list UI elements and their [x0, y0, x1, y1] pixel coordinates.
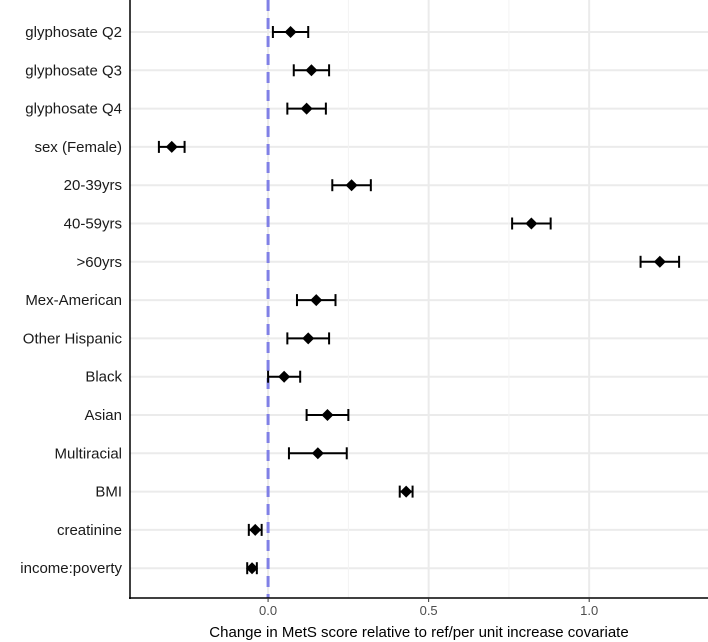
estimate-point — [284, 26, 297, 38]
estimate-point — [246, 562, 259, 575]
estimate-point — [165, 140, 178, 153]
estimate-point — [345, 179, 358, 192]
estimate-point — [321, 409, 334, 421]
error-bars-layer — [157, 26, 681, 575]
axes-layer — [129, 0, 708, 602]
estimate-point — [653, 255, 666, 268]
y-tick-label: Multiracial — [54, 445, 122, 462]
y-tick-label: glyphosate Q2 — [25, 24, 122, 41]
x-tick-label: 0.0 — [259, 603, 277, 618]
x-axis-title: Change in MetS score relative to ref/per… — [209, 624, 628, 641]
y-tick-label: Black — [85, 369, 122, 386]
y-tick-label: 40-59yrs — [64, 216, 122, 233]
estimate-point — [278, 370, 291, 383]
estimate-point — [305, 64, 318, 77]
labels-layer: glyphosate Q2 glyphosate Q3 glyphosate Q4 s… — [20, 24, 598, 618]
estimate-point — [302, 332, 315, 345]
estimate-point — [311, 447, 324, 460]
y-tick-label: BMI — [95, 484, 122, 501]
y-tick-label: Other Hispanic — [23, 330, 123, 347]
estimate-point — [310, 294, 323, 307]
y-tick-label: 20-39yrs — [64, 177, 122, 194]
y-tick-label: creatinine — [57, 522, 122, 539]
x-tick-label: 1.0 — [580, 603, 598, 618]
estimate-point — [400, 485, 413, 498]
estimate-point — [525, 217, 538, 230]
estimate-point — [300, 102, 313, 115]
y-tick-label: sex (Female) — [34, 139, 122, 156]
y-tick-label: >60yrs — [77, 254, 122, 271]
y-tick-label: glyphosate Q4 — [25, 101, 122, 118]
y-tick-label: Asian — [84, 407, 122, 424]
x-tick-label: 0.5 — [420, 603, 438, 618]
y-tick-label: glyphosate Q3 — [25, 62, 122, 79]
grid-layer — [130, 0, 708, 598]
y-tick-label: income:poverty — [20, 560, 122, 577]
y-tick-label: Mex-American — [25, 292, 122, 309]
estimate-point — [249, 523, 262, 536]
